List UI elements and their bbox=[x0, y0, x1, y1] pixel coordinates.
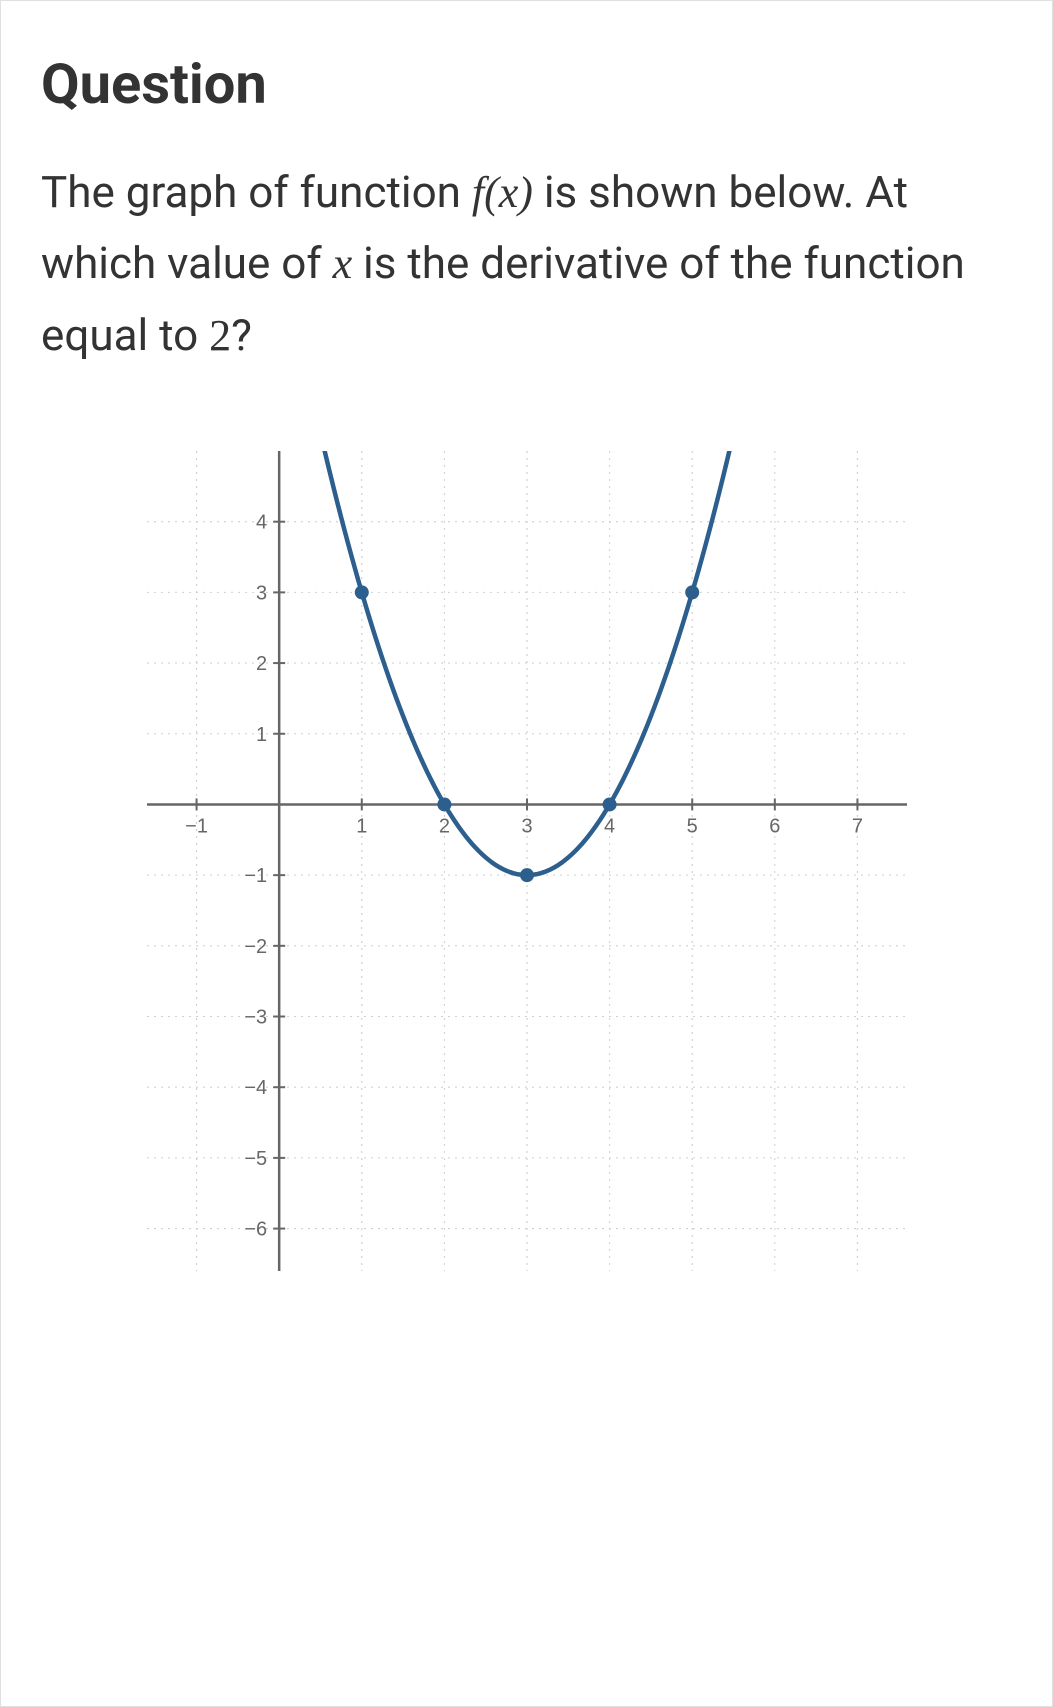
svg-text:6: 6 bbox=[769, 816, 780, 838]
svg-text:4: 4 bbox=[604, 816, 615, 838]
prompt-text-1: The graph of function bbox=[41, 166, 472, 218]
svg-text:2: 2 bbox=[438, 816, 449, 838]
chart-svg: −1 1 2 3 4 5 6 7 −6 −5 −4 −3 −2 −1 1 2 3 4 bbox=[147, 451, 907, 1271]
prompt-var: x bbox=[333, 239, 353, 288]
svg-text:1: 1 bbox=[356, 816, 367, 838]
svg-text:−6: −6 bbox=[244, 1219, 267, 1241]
svg-text:7: 7 bbox=[851, 816, 862, 838]
svg-text:−2: −2 bbox=[244, 936, 267, 958]
question-heading: Question bbox=[41, 51, 1012, 117]
svg-text:−4: −4 bbox=[244, 1077, 267, 1099]
prompt-fn: f(x) bbox=[472, 168, 533, 217]
prompt-val: 2 bbox=[209, 311, 231, 360]
chart-container: −1 1 2 3 4 5 6 7 −6 −5 −4 −3 −2 −1 1 2 3 4 bbox=[41, 431, 1012, 1275]
svg-text:4: 4 bbox=[256, 512, 267, 534]
question-prompt: The graph of function f(x) is shown belo… bbox=[41, 157, 1012, 371]
svg-text:1: 1 bbox=[256, 724, 267, 746]
svg-text:−1: −1 bbox=[185, 816, 208, 838]
svg-text:−1: −1 bbox=[244, 865, 267, 887]
question-page: Question The graph of function f(x) is s… bbox=[0, 0, 1053, 1707]
svg-text:−5: −5 bbox=[244, 1148, 267, 1170]
svg-text:2: 2 bbox=[256, 653, 267, 675]
svg-text:−3: −3 bbox=[244, 1007, 267, 1029]
svg-text:3: 3 bbox=[256, 583, 267, 605]
prompt-text-4: ? bbox=[231, 309, 252, 361]
parabola-chart: −1 1 2 3 4 5 6 7 −6 −5 −4 −3 −2 −1 1 2 3 4 bbox=[147, 451, 907, 1275]
svg-text:5: 5 bbox=[686, 816, 697, 838]
svg-text:3: 3 bbox=[521, 816, 532, 838]
